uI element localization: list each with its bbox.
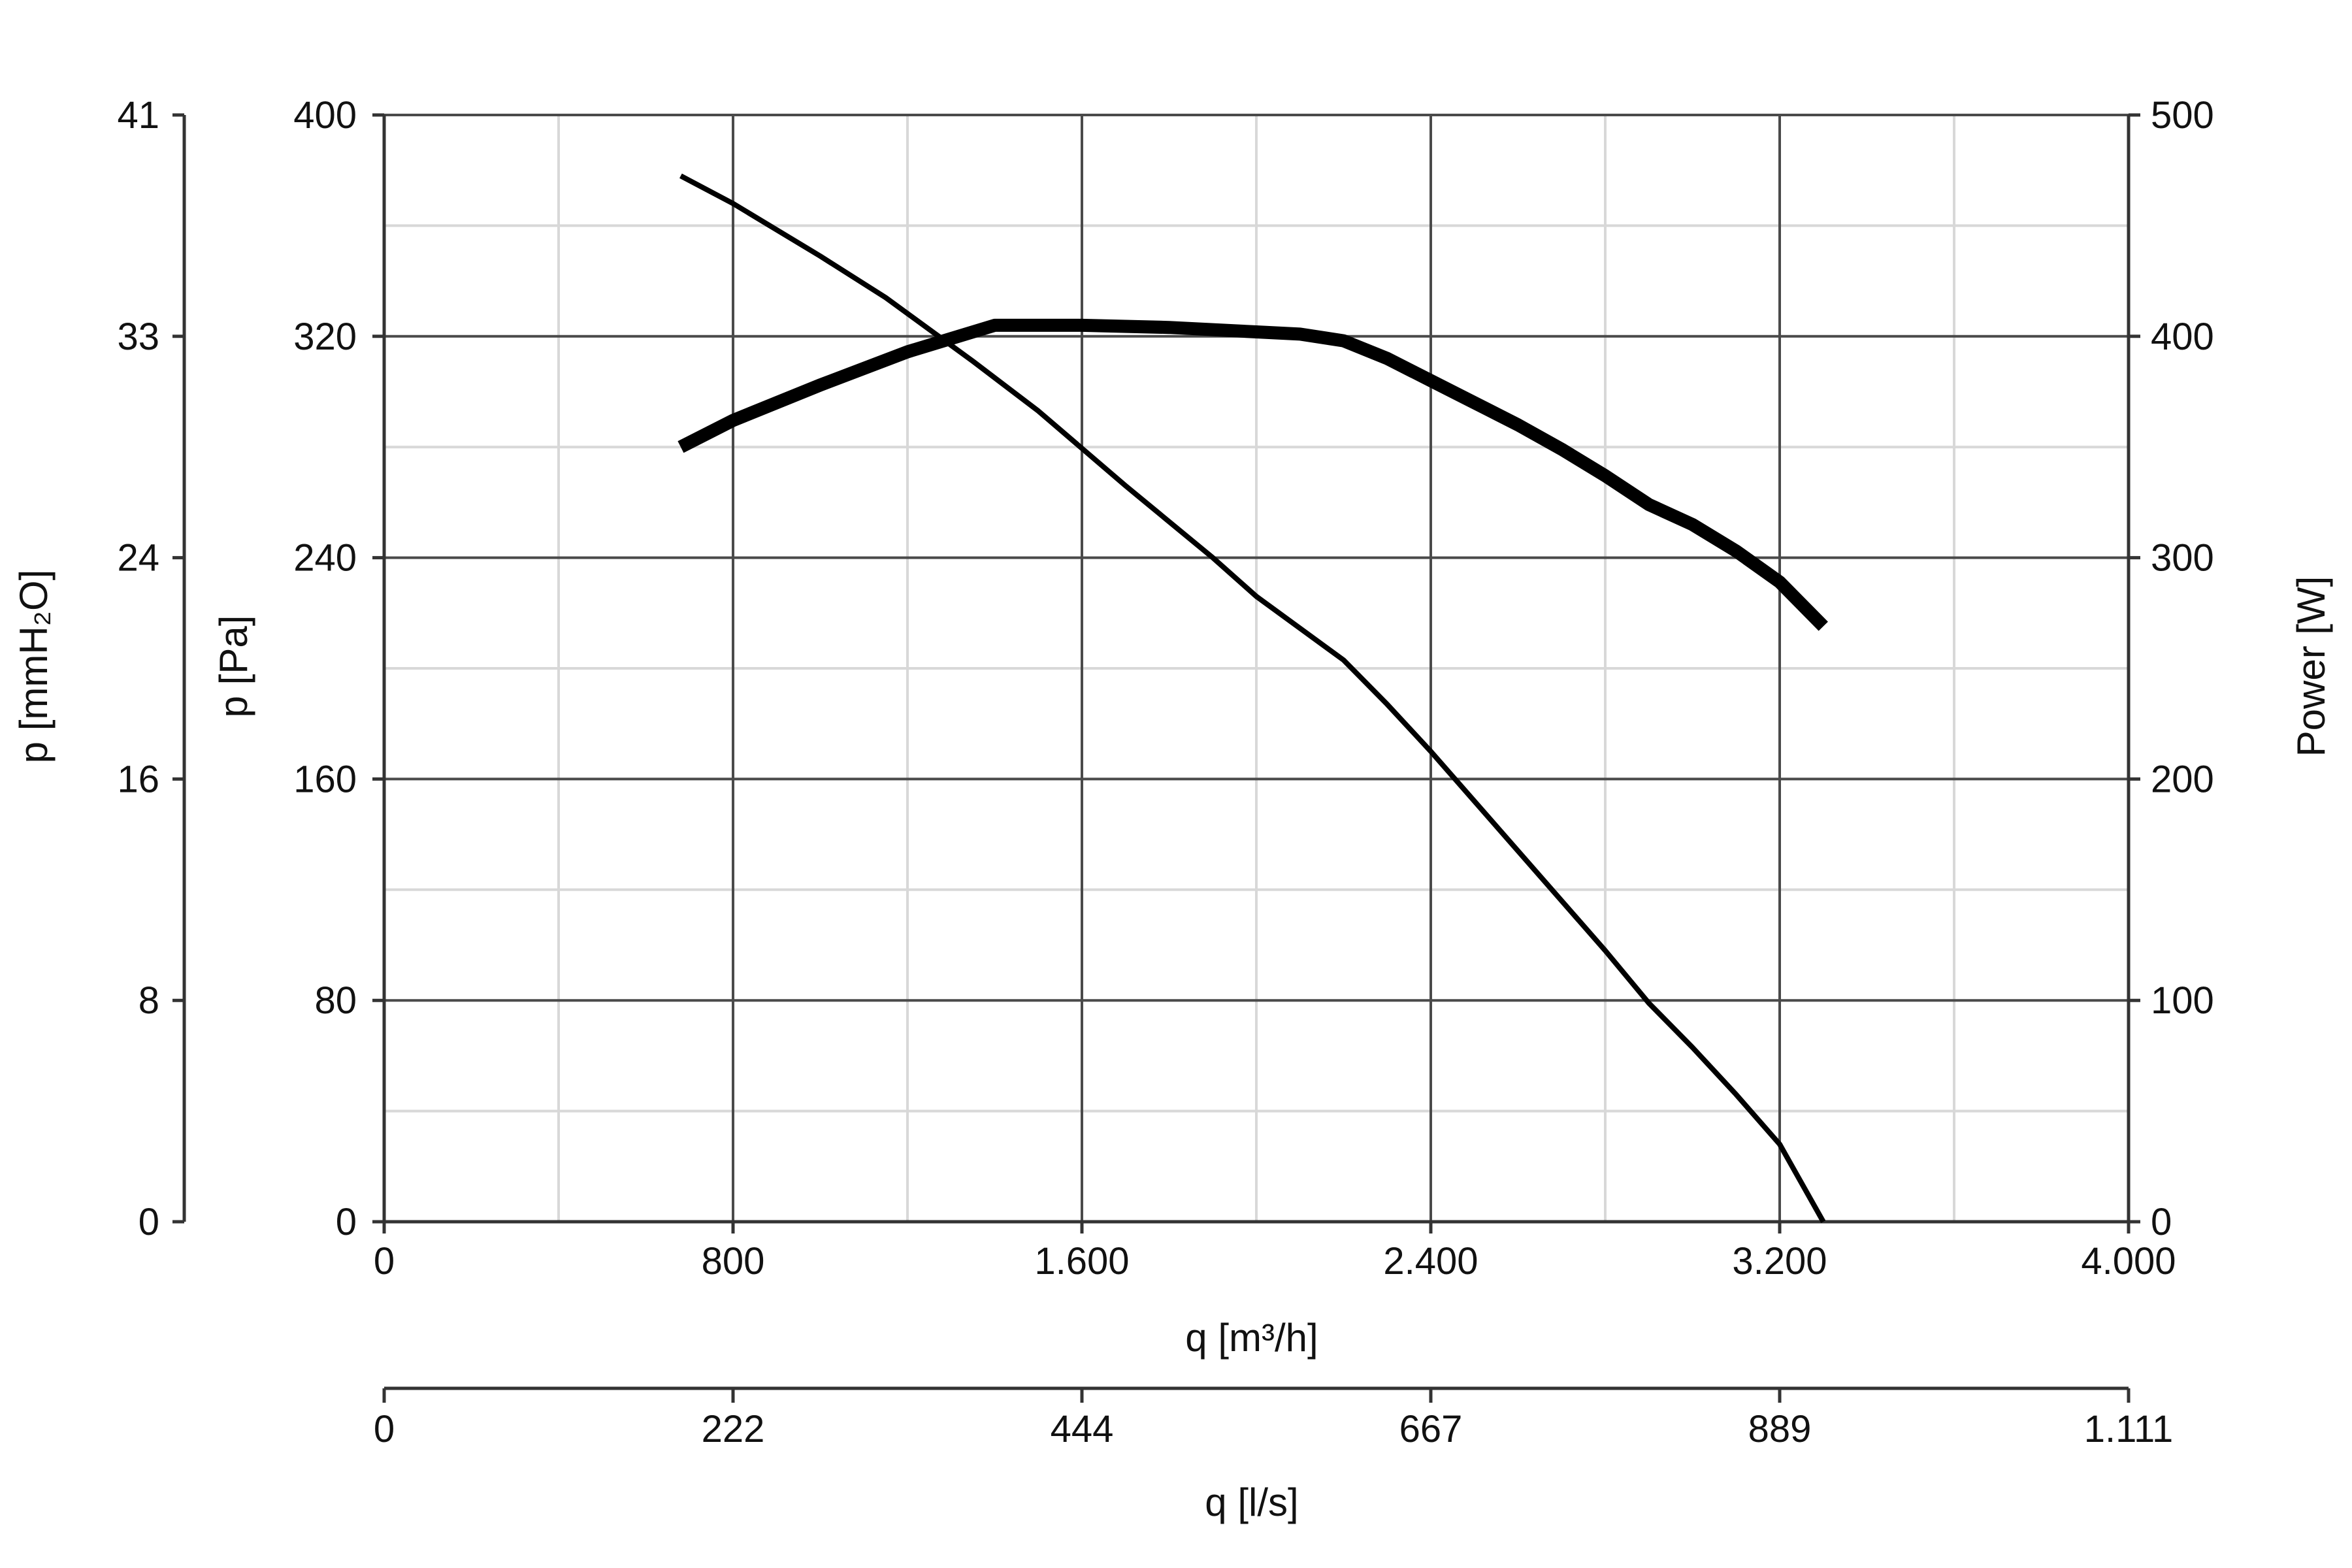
x2-axis-label: q [l/s] <box>1205 1480 1298 1524</box>
x-tick-label: 0 <box>374 1240 395 1282</box>
y-tick-label: 0 <box>336 1201 357 1243</box>
y-tick-label: 240 <box>293 537 357 580</box>
x-tick-label: 1.600 <box>1034 1240 1129 1282</box>
y-axis-label-power: Power [W] <box>2289 576 2333 757</box>
far-left-tick-label: 16 <box>117 758 159 800</box>
x2-tick-label: 1.111 <box>2084 1408 2174 1450</box>
y-axis-label-mmh2o: p [mmH₂O] <box>12 570 56 764</box>
y-right-tick-label: 100 <box>2151 979 2214 1022</box>
x2-tick-label: 222 <box>702 1408 765 1450</box>
series-curves <box>678 173 1828 1223</box>
far-left-tick-label: 0 <box>139 1201 159 1243</box>
x2-tick-label: 444 <box>1051 1408 1114 1450</box>
y-right-tick-label: 0 <box>2151 1201 2172 1243</box>
y-right-tick-label: 300 <box>2151 537 2214 580</box>
y-tick-label: 160 <box>293 758 357 800</box>
far-left-tick-label: 24 <box>117 537 159 580</box>
y-right-tick-label: 400 <box>2151 316 2214 358</box>
y-tick-label: 80 <box>314 979 357 1022</box>
axes <box>172 113 2140 1403</box>
x-tick-label: 2.400 <box>1383 1240 1478 1282</box>
minor-gridlines <box>384 115 2129 1222</box>
far-left-tick-label: 33 <box>117 316 159 358</box>
pressure-curve <box>679 173 1826 1223</box>
y-right-tick-label: 200 <box>2151 758 2214 800</box>
y-axis-label-pa: p [Pa] <box>212 615 255 718</box>
far-left-tick-label: 41 <box>117 94 159 137</box>
y-right-tick-label: 500 <box>2151 94 2214 137</box>
x-tick-label: 4.000 <box>2081 1240 2176 1282</box>
y-tick-label: 320 <box>293 316 357 358</box>
x-tick-label: 3.200 <box>1732 1240 1827 1282</box>
x2-tick-label: 667 <box>1399 1408 1463 1450</box>
x-tick-label: 800 <box>702 1240 765 1282</box>
power-curve <box>678 318 1828 631</box>
x-axis-label: q [m³/h] <box>1185 1316 1318 1360</box>
x2-tick-label: 889 <box>1748 1408 1812 1450</box>
y-tick-label: 400 <box>293 94 357 137</box>
far-left-tick-label: 8 <box>139 979 159 1022</box>
x2-tick-label: 0 <box>374 1408 395 1450</box>
